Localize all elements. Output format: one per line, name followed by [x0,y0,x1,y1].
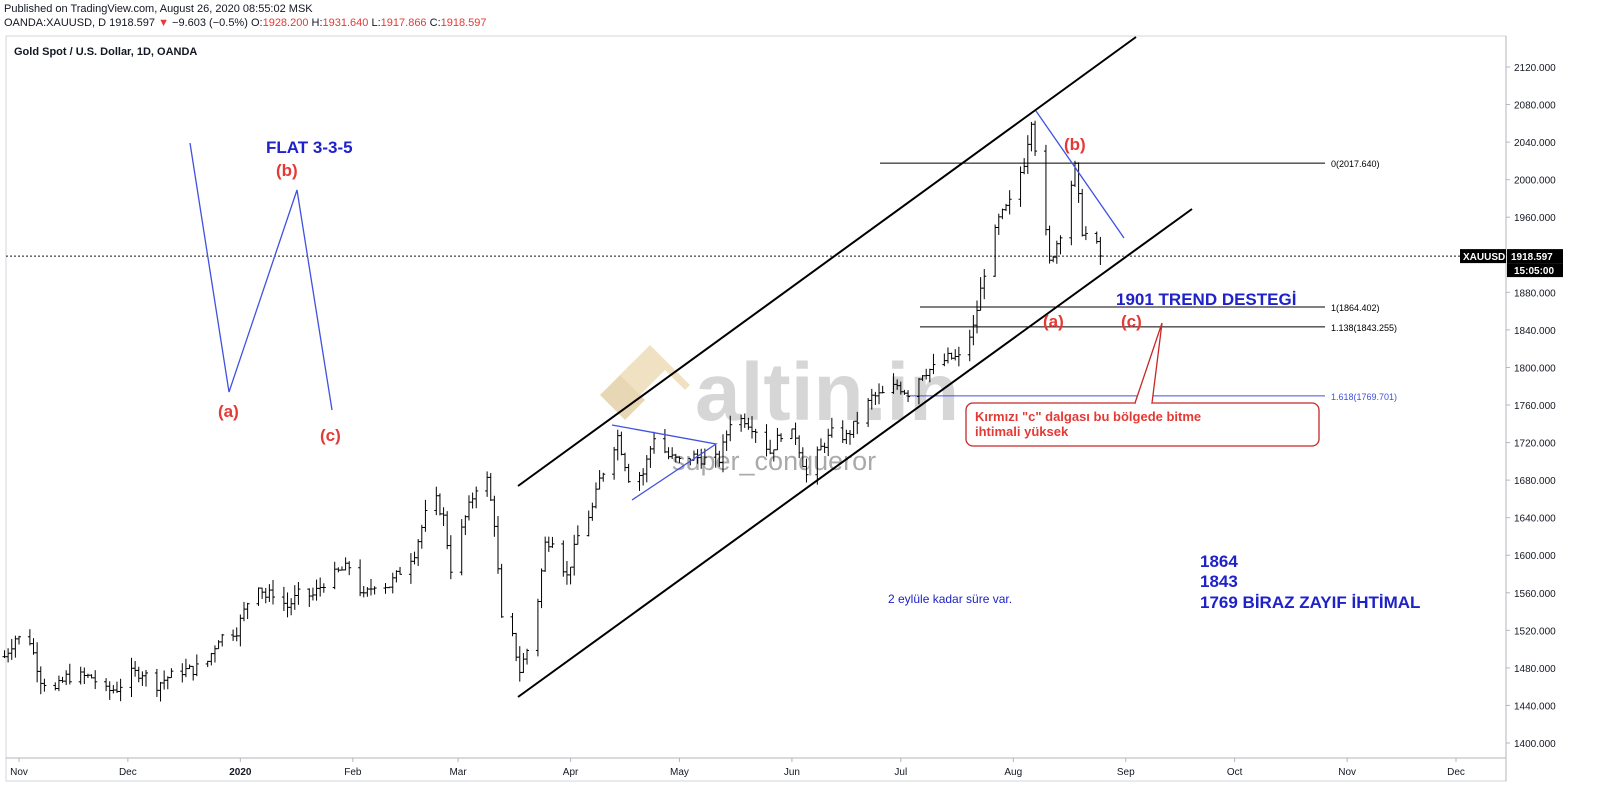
y-tick-label: 1640.000 [1514,514,1556,525]
y-tick-label: 1880.000 [1514,288,1556,299]
trend-support-label: 1901 TREND DESTEGİ [1116,290,1296,309]
fib-label: 1.618(1769.701) [1331,392,1397,402]
wave-c-left: (c) [320,426,341,445]
target-2: 1843 [1200,572,1238,591]
x-tick-label: Dec [119,767,137,778]
flat-pattern-zigzag[interactable] [189,142,333,411]
y-tick-label: 2040.000 [1514,138,1556,149]
chart-title: Gold Spot / U.S. Dollar, 1D, OANDA [14,46,197,58]
price-tag-symbol-bg [1460,249,1506,264]
callout-line-2: ihtimali yüksek [975,424,1069,439]
price-tag-time-bg [1507,263,1563,278]
candles[interactable] [2,120,1103,702]
triangle-pattern[interactable] [611,424,718,501]
y-tick-label: 1600.000 [1514,551,1556,562]
high-value: 1931.640 [322,17,369,29]
y-tick-label: 2120.000 [1514,63,1556,74]
x-tick-label: Jul [894,767,907,778]
flat-title: FLAT 3-3-5 [266,138,353,157]
down-arrow-icon: ▼ [158,17,169,29]
fib-levels[interactable]: 0(2017.640) 1(1864.402) 1.138(1843.255) 1.6… [880,159,1397,402]
x-tick-label: Jun [784,767,800,778]
watermark-logo-icon [600,345,690,420]
price-tag-value: 1918.597 [1511,252,1553,263]
descending-trendline[interactable] [1035,110,1125,239]
y-tick-label: 1960.000 [1514,213,1556,224]
y-tick-label: 2000.000 [1514,176,1556,187]
x-tick-label: Aug [1004,767,1022,778]
y-tick-label: 1440.000 [1514,701,1556,712]
y-tick-label: 1400.000 [1514,739,1556,750]
y-tick-label: 1840.000 [1514,326,1556,337]
y-tick-label: 1480.000 [1514,664,1556,675]
wave-c-right: (c) [1121,312,1142,331]
x-tick-label: May [670,767,689,778]
last-price: 1918.597 [109,17,156,29]
x-tick-label: Oct [1227,767,1243,778]
target-3: 1769 BİRAZ ZAYIF İHTİMAL [1200,593,1420,612]
deadline-note: 2 eylüle kadar süre var. [888,592,1012,606]
fib-label: 0(2017.640) [1331,159,1380,169]
fib-label: 1(1864.402) [1331,303,1380,313]
y-tick-label: 2080.000 [1514,101,1556,112]
x-tick-label: Sep [1117,767,1135,778]
published-line: Published on TradingView.com, August 26,… [4,3,313,15]
x-tick-label: 2020 [229,767,252,778]
x-tick-label: Nov [10,767,28,778]
price-change: −9.603 (−0.5%) [172,17,248,29]
close-value: 1918.597 [440,17,487,29]
open-label: O: [250,17,263,29]
time-axis[interactable]: Nov Dec 2020 Feb Mar Apr May Jun Jul Aug Sep Oct Nov… [10,758,1465,778]
close-label: C: [429,17,441,29]
fib-label: 1.138(1843.255) [1331,323,1397,333]
price-tag-value-bg [1507,249,1563,264]
wave-b-right: (b) [1064,135,1086,154]
y-tick-label: 1520.000 [1514,626,1556,637]
open-value: 1928.200 [262,17,309,29]
price-tag-time: 15:05:00 [1514,266,1554,277]
callout[interactable]: Kırmızı "c" dalgası bu bölgede bitme iht… [965,322,1320,447]
channel-lower-line[interactable] [517,208,1193,698]
x-tick-label: Feb [344,767,362,778]
x-tick-label: Apr [563,767,579,778]
wave-a-left: (a) [218,402,239,421]
price-tag[interactable]: XAUUSD 1918.597 15:05:00 [1460,249,1563,278]
symbol-text: OANDA:XAUUSD, D [4,17,107,29]
y-tick-label: 1720.000 [1514,439,1556,450]
x-tick-label: Mar [449,767,467,778]
price-axis[interactable]: 2120.000 2080.000 2040.000 2000.000 1960.000… [1506,63,1556,750]
high-label: H: [311,17,323,29]
watermark-logo-text: altin.in [695,347,959,438]
wave-a-right: (a) [1043,312,1064,331]
low-label: L: [371,17,381,29]
channel-upper-line[interactable] [517,36,1137,487]
wave-b-left: (b) [276,161,298,180]
ohlc-line: OANDA:XAUUSD, D 1918.597 ▼ −9.603 (−0.5%… [4,17,487,29]
x-tick-label: Dec [1447,767,1465,778]
target-1: 1864 [1200,552,1238,571]
callout-pointer [1134,322,1163,404]
y-tick-label: 1800.000 [1514,363,1556,374]
low-value: 1917.866 [380,17,427,29]
y-tick-label: 1560.000 [1514,589,1556,600]
callout-line-1: Kırmızı "c" dalgası bu bölgede bitme [975,409,1201,424]
y-tick-label: 1680.000 [1514,476,1556,487]
x-tick-label: Nov [1338,767,1356,778]
y-tick-label: 1760.000 [1514,401,1556,412]
price-tag-symbol: XAUUSD [1463,252,1505,263]
watermark: altin.in super_conqueror [600,345,959,476]
